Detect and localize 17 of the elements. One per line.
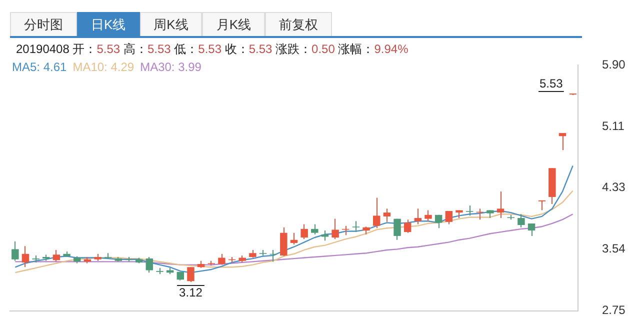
y-tick-label: 2.75 xyxy=(602,303,626,318)
text: 前复权 xyxy=(265,12,332,37)
annotation: 5.53 xyxy=(539,76,564,90)
text: MA30: 3.99 xyxy=(140,60,202,74)
annotation: 3.12 xyxy=(179,285,203,300)
y-tick-label: 3.54 xyxy=(602,242,626,256)
y-tick-label: 5.11 xyxy=(602,119,625,134)
text: MA10: 4.29 xyxy=(72,60,134,74)
text: 分时图 xyxy=(10,12,77,37)
candlestick xyxy=(352,221,360,232)
text: 周K线 xyxy=(140,12,202,37)
text: MA5: 4.61 xyxy=(12,60,67,74)
y-tick-label: 4.33 xyxy=(602,180,626,194)
candlestick xyxy=(538,200,546,210)
text: 月K线 xyxy=(202,12,266,37)
text: 20190408 开：5.53 高：5.53 低：5.53 收：5.53 涨跌：0.50 涨幅：9.94% xyxy=(16,42,408,56)
y-tick-label: 5.90 xyxy=(602,58,626,72)
